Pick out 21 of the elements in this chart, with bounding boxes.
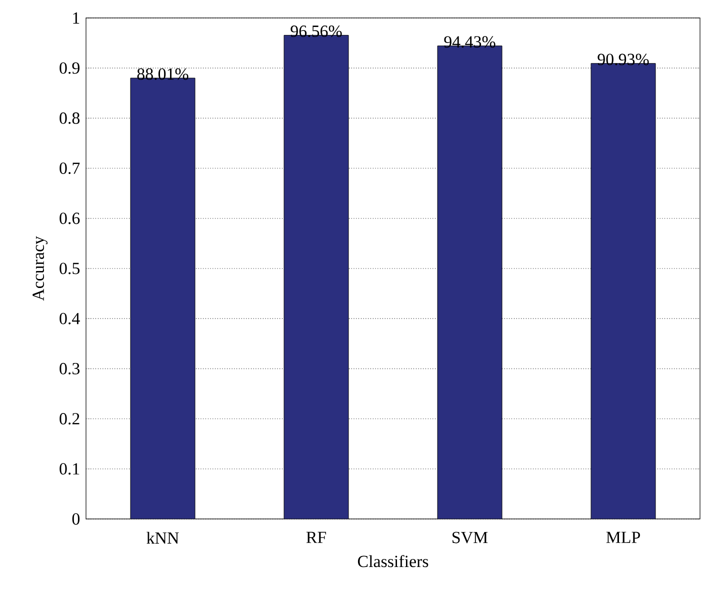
y-tick-label: 0.9 [60,62,80,74]
y-tick-label: 0.8 [60,112,80,124]
data-label: 94.43% [444,36,496,48]
y-tick-label: 0 [72,513,80,525]
y-tick-label: 0.4 [60,312,80,324]
y-tick-label: 1 [73,12,80,24]
y-tick-label: 0.7 [60,162,80,174]
y-tick-label: 0.3 [60,362,80,374]
x-tick-label: SVM [452,532,488,544]
y-tick-label: 0.2 [60,413,80,425]
data-label: 88.01% [137,68,188,80]
data-label: 96.56% [290,26,342,38]
data-label: 90.93% [598,54,649,66]
x-tick-label: MLP [606,532,640,543]
x-tick-label: RF [306,532,326,543]
x-axis-title: Classifiers [358,555,428,568]
x-tick-label: kNN [146,532,179,544]
y-axis-title: Accuracy [32,236,48,301]
y-tick-label: 0.6 [60,212,80,224]
y-tick-label: 0.1 [60,463,80,475]
y-tick-label: 0.5 [60,262,80,274]
